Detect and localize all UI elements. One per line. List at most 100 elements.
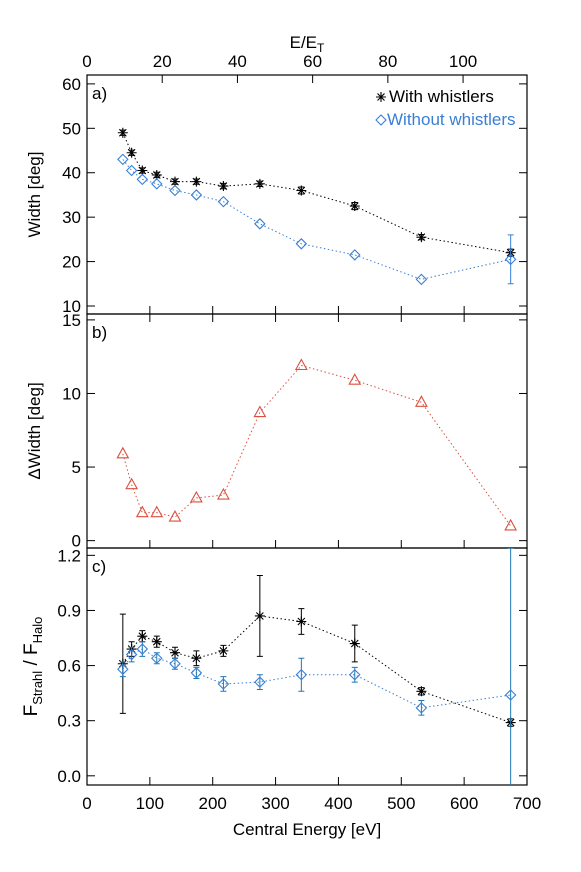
legend-label: Without whistlers (387, 110, 515, 129)
plot-frame (86, 547, 528, 786)
marker (125, 477, 139, 490)
y-axis-label: ΔWidth [deg] (25, 382, 44, 479)
marker (170, 176, 180, 187)
series-line (122, 159, 511, 280)
marker (191, 653, 202, 664)
marker (137, 631, 148, 642)
panel-label: b) (92, 323, 107, 342)
x2-label-part: T (317, 41, 325, 55)
marker (415, 702, 428, 714)
y-tick-label: 0.0 (57, 767, 81, 786)
x-tick-label: 400 (324, 794, 352, 813)
marker (296, 185, 307, 196)
marker (348, 249, 361, 261)
marker (190, 667, 203, 679)
marker (414, 395, 428, 407)
x-tick-label: 600 (450, 794, 478, 813)
y-tick-label: 0.6 (57, 657, 81, 676)
x2-label-part: E/E (290, 33, 317, 52)
x-axis-label: Central Energy [eV] (233, 820, 381, 839)
x-tick-label: 100 (136, 794, 164, 813)
error-bar (298, 657, 305, 692)
y-label-part: Strahl (30, 671, 45, 705)
y-tick-label: 0.9 (57, 601, 81, 620)
marker (218, 645, 229, 656)
marker (191, 176, 202, 187)
marker (125, 648, 138, 661)
y-label-part: Halo (30, 617, 45, 644)
y-label-part: F (21, 705, 42, 717)
marker (504, 689, 517, 701)
marker (125, 164, 138, 177)
series-line (122, 615, 511, 724)
x2-tick-label: 60 (303, 52, 322, 71)
error-bar (507, 548, 514, 785)
marker (190, 189, 203, 201)
marker (169, 184, 181, 197)
series-group (117, 548, 517, 785)
error-bar (153, 652, 160, 665)
marker (170, 647, 180, 658)
x-tick-label: 200 (199, 794, 227, 813)
marker (295, 238, 308, 250)
y-axis-label: FStrahl / FHalo (21, 617, 45, 717)
marker (254, 676, 266, 688)
marker (216, 487, 230, 500)
series-line (122, 648, 511, 709)
marker (136, 173, 149, 186)
marker (137, 165, 148, 176)
x-tick-label: 700 (513, 794, 541, 813)
series-line (122, 364, 512, 527)
error-bar (507, 234, 514, 285)
x2-tick-label: 20 (153, 52, 172, 71)
marker (376, 92, 386, 102)
marker (150, 178, 163, 190)
marker (295, 668, 308, 681)
y-tick-label: 50 (62, 119, 81, 138)
marker (136, 643, 149, 655)
marker (254, 610, 265, 621)
y-tick-label: 30 (62, 208, 81, 227)
marker (375, 114, 387, 126)
marker (135, 505, 149, 518)
marker (168, 509, 182, 522)
marker (151, 169, 162, 180)
series-line (122, 132, 511, 254)
marker (349, 201, 360, 212)
y-tick-label: 0 (72, 532, 81, 551)
x-tick-label: 500 (387, 794, 415, 813)
error-bar (193, 666, 200, 679)
series-group (117, 127, 517, 286)
x-tick-label: 0 (82, 794, 91, 813)
y-tick-label: 20 (62, 253, 81, 272)
y-label-part: / F (21, 643, 42, 670)
marker (151, 636, 162, 647)
marker (116, 446, 130, 459)
error-bar (172, 657, 178, 670)
marker (189, 490, 203, 503)
marker (218, 181, 229, 192)
x2-tick-label: 0 (82, 52, 91, 71)
series-group (116, 358, 518, 531)
marker (150, 652, 163, 665)
x2-tick-label: 40 (228, 52, 247, 71)
marker (254, 178, 265, 189)
marker (150, 505, 164, 518)
x-tick-label: 300 (261, 794, 289, 813)
y-axis-label: Width [deg] (25, 152, 44, 238)
x2-tick-label: 100 (449, 52, 477, 71)
marker (348, 373, 362, 385)
marker (117, 663, 129, 676)
marker (296, 616, 307, 627)
marker (416, 686, 427, 697)
y-tick-label: 1.2 (57, 546, 81, 565)
marker (504, 253, 517, 266)
x2-tick-label: 80 (378, 52, 397, 71)
marker (349, 638, 360, 649)
marker (126, 147, 137, 158)
marker (217, 678, 230, 690)
marker (217, 195, 230, 208)
marker (254, 218, 266, 230)
y-tick-label: 10 (62, 384, 81, 403)
y-tick-label: 5 (72, 458, 81, 477)
